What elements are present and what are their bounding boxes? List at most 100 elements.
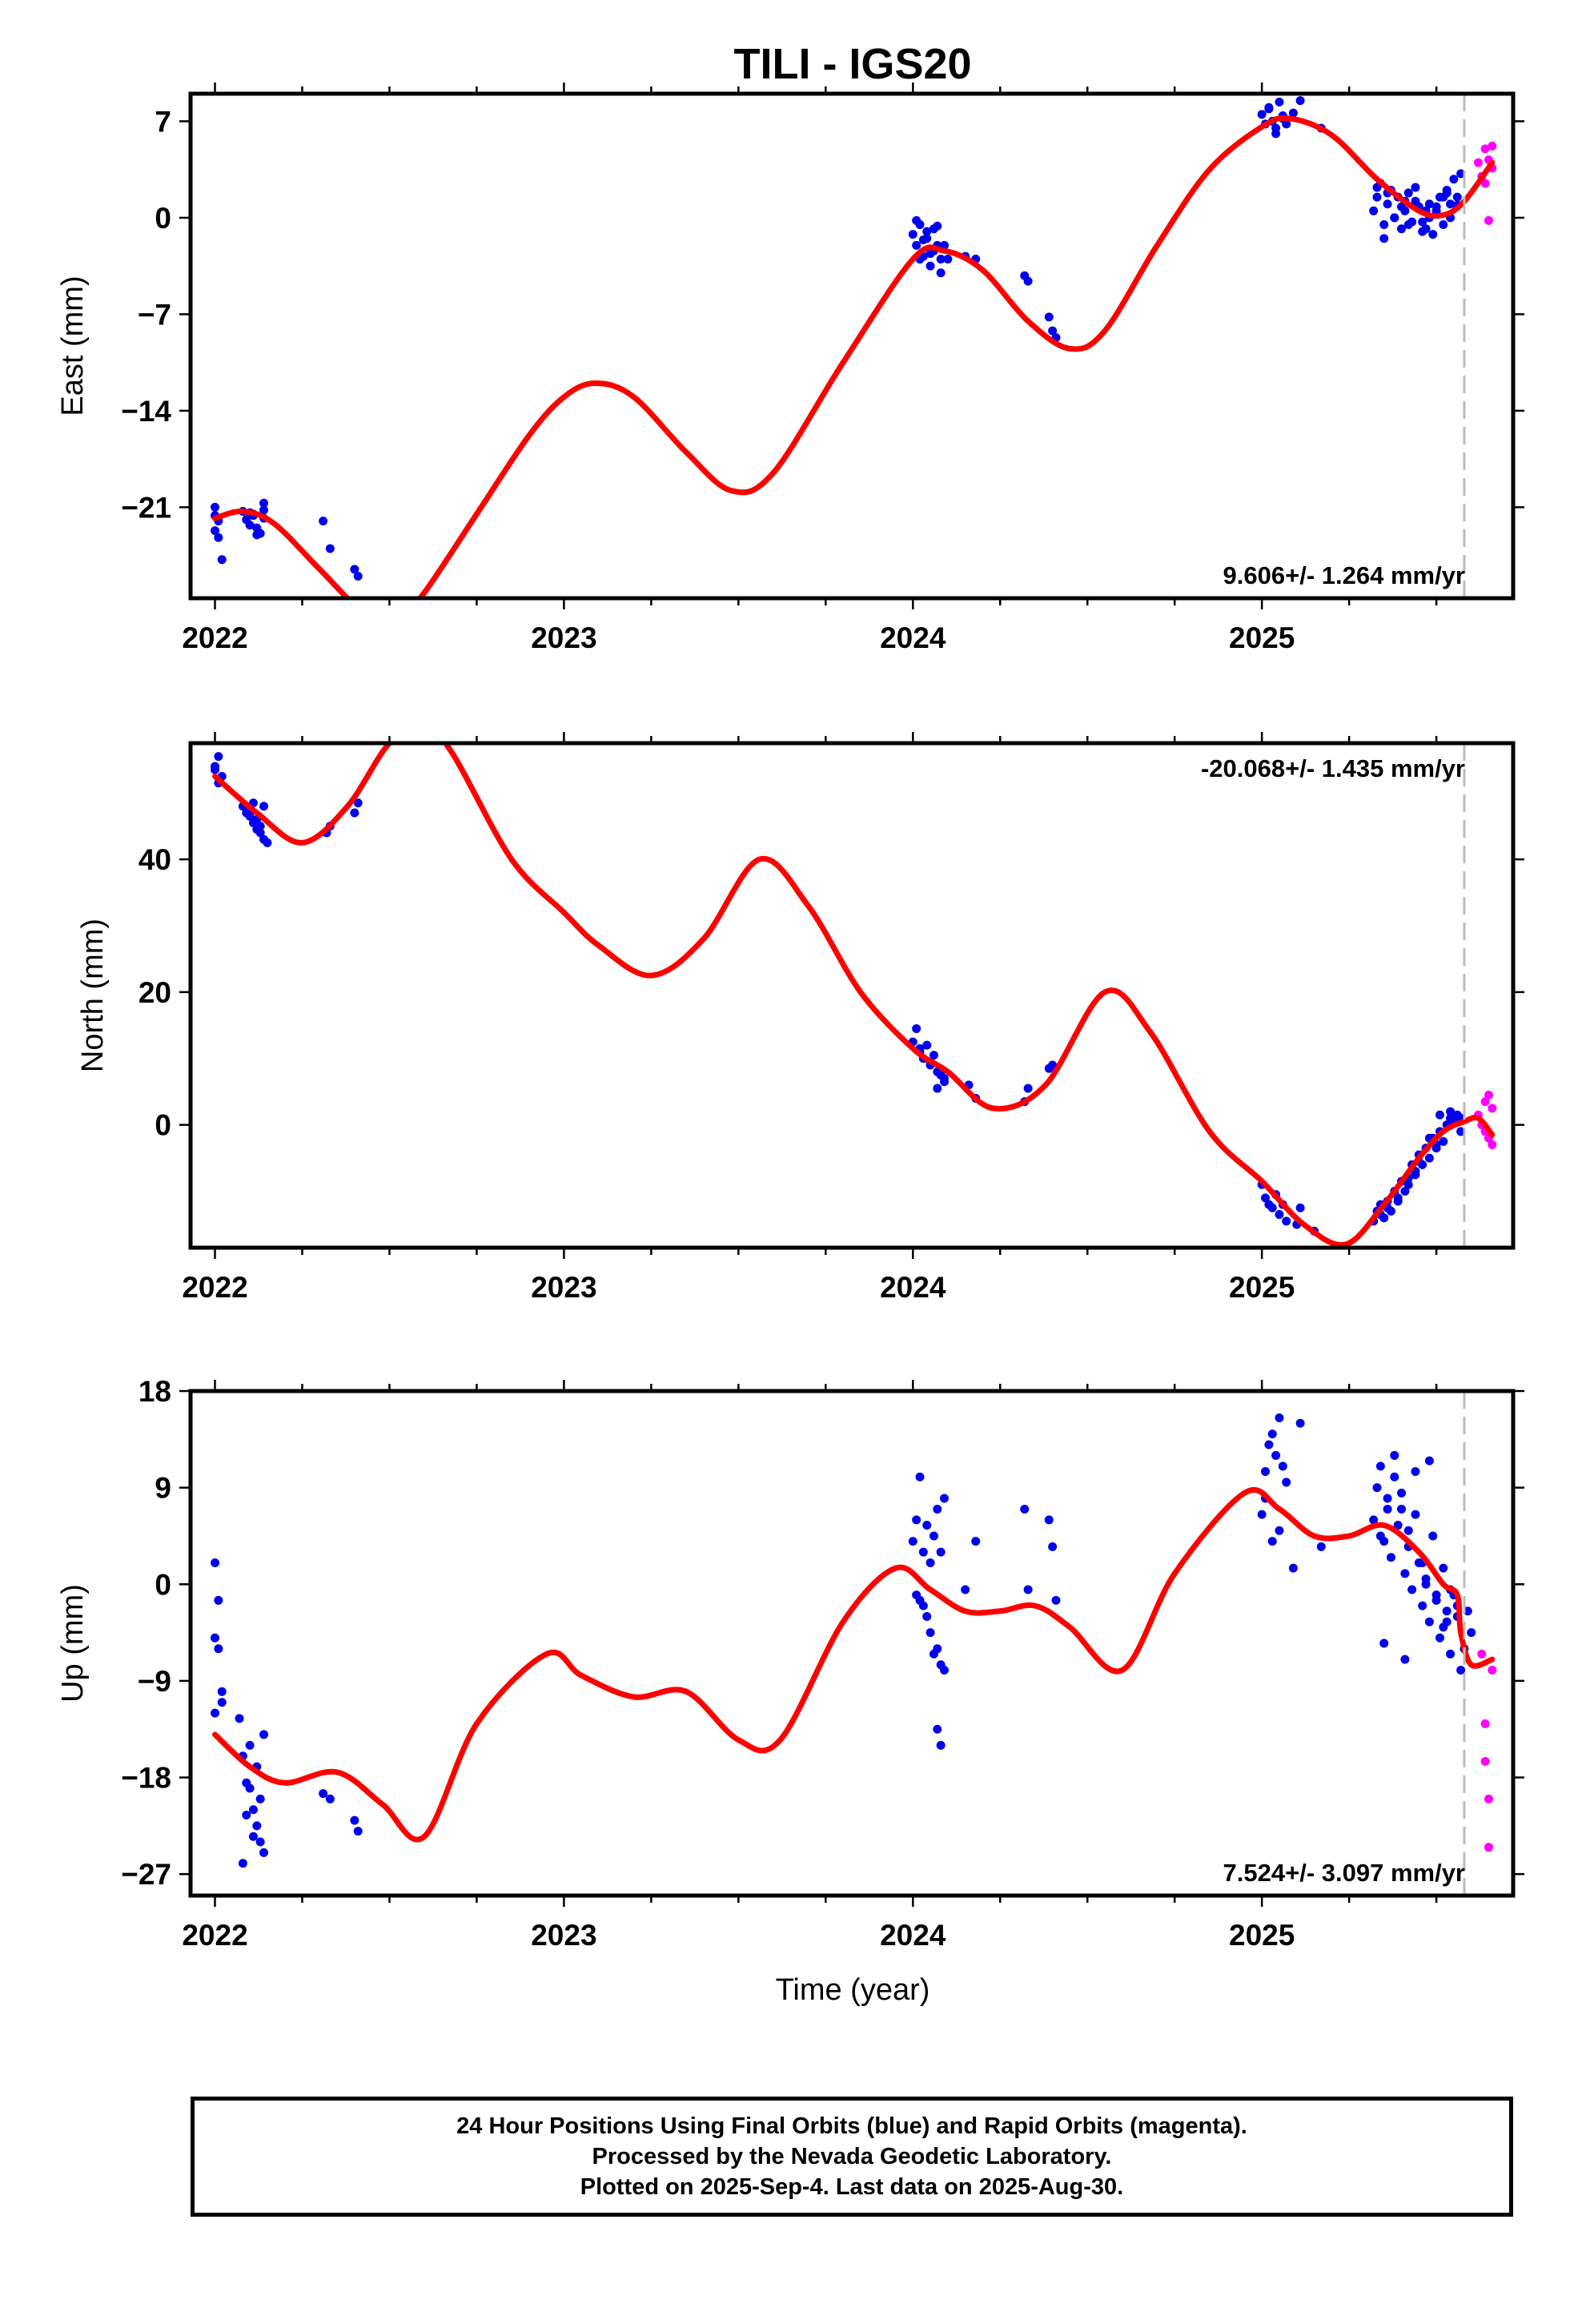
- x-tick-label: 2023: [531, 621, 596, 654]
- final-orbit-point: [926, 249, 935, 259]
- final-orbit-point: [933, 1504, 942, 1514]
- final-orbit-point: [1023, 276, 1033, 286]
- final-orbit-point: [259, 1730, 269, 1739]
- final-orbit-point: [1386, 1553, 1395, 1562]
- final-orbit-point: [1390, 213, 1399, 223]
- final-orbit-point: [252, 1821, 262, 1831]
- final-orbit-point: [1295, 96, 1305, 106]
- rapid-orbit-point: [1480, 1756, 1490, 1766]
- final-orbit-point: [1411, 183, 1420, 192]
- final-orbit-point: [1421, 1579, 1431, 1589]
- final-orbit-point: [235, 1714, 244, 1723]
- plot-frame: [188, 741, 1516, 1250]
- model-curve: [212, 743, 1496, 1248]
- y-tick-label: 7: [155, 105, 171, 138]
- final-orbit-point: [263, 838, 272, 847]
- final-orbit-point: [961, 1585, 970, 1594]
- footer-line-1: 24 Hour Positions Using Final Orbits (bl…: [456, 2113, 1247, 2139]
- final-orbit-point: [1421, 224, 1431, 234]
- final-orbit-point: [1449, 175, 1459, 184]
- final-orbit-point: [1288, 108, 1298, 118]
- final-orbit-point: [1264, 1440, 1274, 1449]
- final-orbit-point: [1375, 1531, 1385, 1541]
- final-orbit-point: [1446, 1107, 1456, 1116]
- final-orbit-point: [238, 1859, 247, 1868]
- final-orbit-point: [1271, 129, 1281, 139]
- y-tick-label: 9: [155, 1472, 171, 1505]
- final-orbit-point: [217, 1698, 227, 1707]
- final-orbit-point: [1278, 1462, 1287, 1471]
- final-orbit-point: [1435, 1633, 1444, 1642]
- final-orbit-point: [325, 1794, 335, 1803]
- final-orbit-point: [943, 255, 953, 264]
- final-orbit-point: [1267, 1429, 1277, 1439]
- rapid-orbit-point: [1480, 179, 1490, 188]
- x-tick-label: 2024: [880, 621, 946, 654]
- final-orbit-point: [1439, 1136, 1448, 1146]
- final-orbit-point: [1023, 1084, 1033, 1093]
- final-orbit-point: [1456, 1666, 1466, 1675]
- y-tick-label: −7: [138, 298, 171, 331]
- plot-area: [211, 94, 1497, 598]
- final-orbit-point: [1048, 326, 1058, 336]
- y-tick-label: 0: [155, 202, 171, 235]
- final-orbit-point: [245, 1740, 255, 1750]
- final-orbit-point: [1288, 1563, 1298, 1573]
- final-orbit-point: [245, 1783, 255, 1793]
- final-orbit-point: [214, 1644, 223, 1654]
- final-orbit-point: [1375, 1462, 1385, 1471]
- final-orbit-point: [1446, 1649, 1456, 1659]
- final-orbit-point: [211, 526, 220, 536]
- rapid-orbit-point: [1484, 1794, 1493, 1803]
- final-orbit-point: [217, 555, 227, 565]
- y-tick-label: 0: [155, 1568, 171, 1601]
- final-orbit-point: [926, 1558, 935, 1567]
- panel-up: 18 9 0 −9 −18 −27 2022 2023 2024 2025 Up (mm) 7.524…: [56, 1375, 1524, 1952]
- final-orbit-point: [1369, 206, 1379, 215]
- final-orbit-point: [929, 1051, 938, 1060]
- final-orbit-point: [1257, 110, 1267, 119]
- footer-line-2: Processed by the Nevada Geodetic Laborat…: [592, 2144, 1112, 2169]
- final-orbit-point: [1379, 234, 1389, 243]
- x-tick-label: 2023: [531, 1919, 596, 1952]
- plot-frame: [188, 1389, 1516, 1898]
- x-tick-label: 2022: [182, 1919, 247, 1952]
- rapid-orbit-point: [1480, 1719, 1490, 1729]
- final-orbit-point: [1275, 1210, 1284, 1220]
- final-orbit-point: [1403, 188, 1413, 198]
- final-orbit-point: [922, 1040, 932, 1050]
- final-orbit-point: [1383, 1494, 1392, 1503]
- final-orbit-point: [1295, 1418, 1305, 1428]
- final-orbit-point: [1439, 1563, 1448, 1573]
- y-tick-label: 40: [139, 843, 171, 876]
- final-orbit-point: [259, 1848, 269, 1857]
- final-orbit-point: [1295, 1203, 1305, 1212]
- rapid-orbit-point: [1488, 1140, 1497, 1150]
- final-orbit-point: [922, 227, 932, 236]
- final-orbit-point: [255, 828, 265, 838]
- final-orbit-point: [933, 1084, 942, 1093]
- final-orbit-point: [245, 521, 255, 530]
- final-orbit-point: [933, 1724, 942, 1734]
- final-orbit-point: [1446, 199, 1456, 209]
- x-tick-label: 2025: [1229, 621, 1295, 654]
- final-orbit-point: [1257, 1510, 1267, 1519]
- y-axis-label: North (mm): [76, 919, 110, 1072]
- rapid-orbit-point: [1484, 215, 1493, 225]
- final-orbit-point: [1023, 1585, 1033, 1594]
- final-orbit-point: [936, 1740, 946, 1750]
- final-orbit-point: [1463, 1606, 1472, 1616]
- final-orbit-point: [1020, 1504, 1030, 1514]
- final-orbit-point: [214, 533, 223, 542]
- x-axis-label: Time (year): [776, 1973, 930, 2007]
- final-orbit-point: [1282, 1478, 1291, 1487]
- model-curve: [212, 115, 1496, 598]
- final-orbit-point: [918, 1547, 928, 1557]
- final-orbit-point: [259, 498, 269, 508]
- final-orbit-point: [1428, 230, 1438, 239]
- final-orbit-point: [1431, 1595, 1441, 1605]
- final-orbit-point: [1400, 1569, 1410, 1578]
- final-orbit-point: [1442, 1606, 1452, 1616]
- rapid-orbit-point: [1488, 1666, 1497, 1675]
- final-orbit-point: [353, 1827, 363, 1836]
